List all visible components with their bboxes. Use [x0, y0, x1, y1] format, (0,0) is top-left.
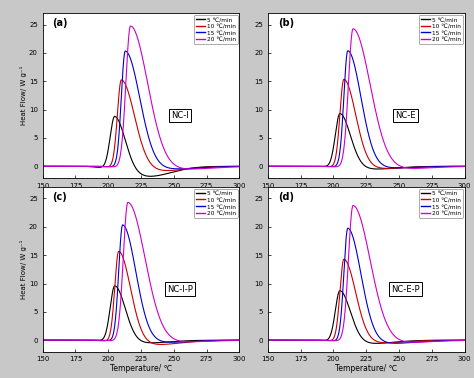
Text: NC-I-P: NC-I-P	[167, 285, 193, 294]
Legend: 5 ℃/min, 10 ℃/min, 15 ℃/min, 20 ℃/min: 5 ℃/min, 10 ℃/min, 15 ℃/min, 20 ℃/min	[194, 15, 237, 44]
Y-axis label: Heat Flow/ W g⁻¹: Heat Flow/ W g⁻¹	[20, 66, 27, 125]
Text: (b): (b)	[278, 18, 294, 28]
Legend: 5 ℃/min, 10 ℃/min, 15 ℃/min, 20 ℃/min: 5 ℃/min, 10 ℃/min, 15 ℃/min, 20 ℃/min	[419, 189, 463, 218]
Text: (c): (c)	[53, 192, 67, 202]
X-axis label: Temperature/ ℃: Temperature/ ℃	[110, 364, 172, 373]
X-axis label: Temperature/ ℃: Temperature/ ℃	[335, 364, 397, 373]
Text: NC-E: NC-E	[395, 111, 416, 120]
Text: NC-E-P: NC-E-P	[391, 285, 420, 294]
Y-axis label: Heat Flow/ W g⁻¹: Heat Flow/ W g⁻¹	[20, 240, 27, 299]
Text: (a): (a)	[53, 18, 68, 28]
Legend: 5 ℃/min, 10 ℃/min, 15 ℃/min, 20 ℃/min: 5 ℃/min, 10 ℃/min, 15 ℃/min, 20 ℃/min	[419, 15, 463, 44]
Text: NC-I: NC-I	[172, 111, 189, 120]
Legend: 5 ℃/min, 10 ℃/min, 15 ℃/min, 20 ℃/min: 5 ℃/min, 10 ℃/min, 15 ℃/min, 20 ℃/min	[194, 189, 237, 218]
Text: (d): (d)	[278, 192, 294, 202]
